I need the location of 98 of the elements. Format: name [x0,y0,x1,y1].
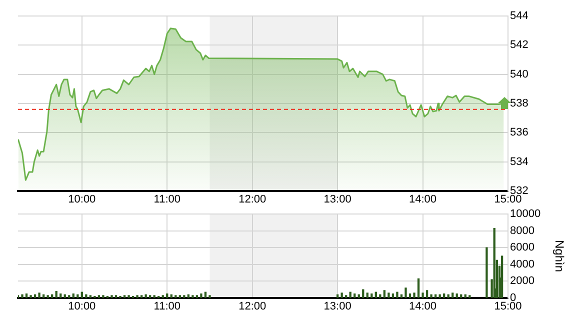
x-tick-label: 15:00 [494,300,522,313]
y-tick-label: 538 [510,98,528,110]
x-tick-label: 10:00 [68,300,96,313]
y-tick-label: 536 [510,126,528,139]
bar [500,256,504,298]
bar [422,292,424,298]
bar [204,292,207,298]
y-tick-label: 4000 [510,258,534,270]
bar [452,292,454,298]
bar [68,295,70,298]
bar [464,294,466,298]
bar [366,292,368,298]
bar [430,294,432,298]
bar [46,295,49,298]
x-tick-label: 13:00 [324,194,352,206]
bar [34,294,36,298]
bar [354,293,356,298]
bar [392,293,394,298]
bar [178,295,181,298]
bar [149,295,152,298]
bar [200,293,202,298]
bar [426,290,428,298]
bar [196,295,198,298]
bar [76,294,79,298]
bar [183,295,186,298]
y-axis-title: Nghìn [552,240,566,272]
bar [417,278,420,298]
bar [114,295,118,298]
bar [456,293,458,298]
bar [30,295,32,298]
y-tick-label: 542 [510,39,528,52]
bar [336,294,339,298]
bar [493,228,496,298]
bar [162,295,164,298]
bar [128,295,130,298]
bar [153,295,156,298]
y-tick-label: 10000 [510,208,541,220]
y-tick-label: 544 [510,10,528,22]
y-tick-label: 534 [510,156,528,168]
bar [438,294,441,298]
bar [192,295,194,298]
bar [358,294,360,298]
bar [370,293,373,298]
bar [362,289,364,298]
bar [21,294,24,298]
bar [408,293,412,298]
bar [400,294,403,298]
bar [140,295,143,298]
bar [174,295,177,298]
bar [187,294,190,298]
bar [64,294,66,298]
y-tick-label: 8000 [510,224,534,237]
bar [383,290,386,298]
bar [396,292,398,298]
bar [102,295,104,298]
x-tick-label: 11:00 [154,300,180,313]
bar [38,292,40,298]
bar [60,293,62,298]
bar [42,294,45,298]
x-tick-label: 12:00 [238,194,266,206]
bar [144,294,147,298]
bar [434,294,437,298]
bar [25,293,28,298]
bar [51,294,54,298]
bar [379,294,382,298]
bar [89,295,92,298]
y-tick-label: 6000 [510,242,534,254]
bar [345,295,348,298]
bar [85,294,88,298]
bar [388,292,390,298]
bar [374,292,377,298]
bar [208,295,211,298]
bar [166,293,168,298]
bar [80,292,83,298]
bar [443,293,446,298]
y-tick-label: 2000 [510,275,534,288]
bar [123,295,126,298]
x-tick-label: 14:00 [409,194,437,206]
bar [460,294,462,298]
bar [468,295,471,298]
y-tick-label: 540 [510,68,528,80]
bar [486,247,488,298]
x-tick-label: 13:00 [324,300,352,313]
bar [413,292,416,298]
bar [447,294,450,298]
bar [404,288,407,298]
bar [340,292,343,298]
x-tick-label: 11:00 [154,194,180,206]
x-tick-label: 12:00 [238,300,266,313]
bar [72,293,74,298]
bar [110,295,113,298]
bar [136,295,138,298]
bar [98,295,100,298]
x-tick-label: 14:00 [409,300,437,313]
bar [170,294,172,298]
x-tick-label: 10:00 [68,194,96,206]
bar [349,292,352,298]
bar [55,290,58,298]
